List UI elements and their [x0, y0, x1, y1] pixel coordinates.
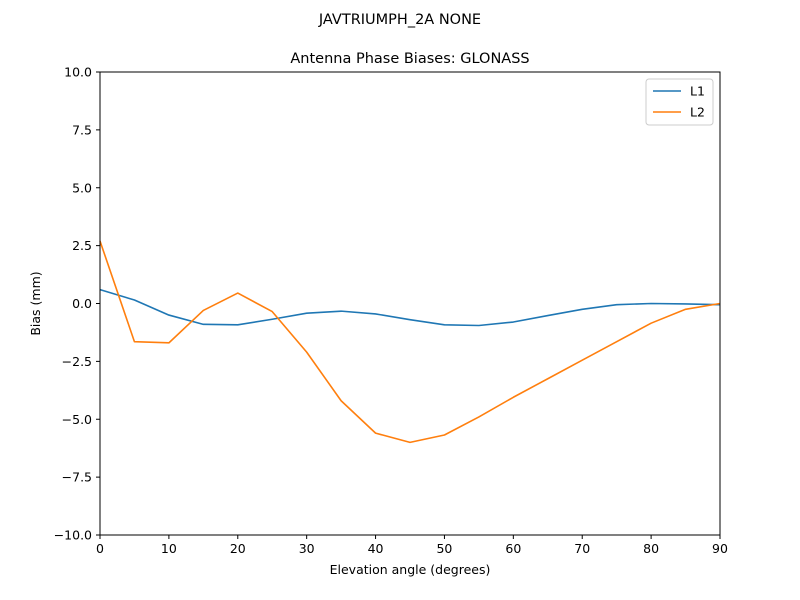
y-axis-label: Bias (mm) [28, 271, 43, 335]
y-tick-label: 7.5 [72, 122, 92, 137]
x-tick-label: 0 [96, 541, 104, 556]
x-tick-label: 20 [230, 541, 246, 556]
y-tick-label: 2.5 [72, 238, 92, 253]
x-tick-label: 50 [436, 541, 452, 556]
x-tick-label: 60 [505, 541, 521, 556]
y-tick-label: 5.0 [72, 180, 92, 195]
x-tick-label: 80 [643, 541, 659, 556]
y-tick-label: −2.5 [62, 354, 92, 369]
y-tick-label: −5.0 [62, 412, 92, 427]
x-axis: 0 10 20 30 40 50 60 70 80 90 [96, 535, 728, 556]
legend-label-l2: L2 [690, 105, 705, 120]
x-tick-label: 30 [299, 541, 315, 556]
figure-suptitle: JAVTRIUMPH_2A NONE [318, 12, 481, 28]
x-tick-label: 90 [712, 541, 728, 556]
x-tick-label: 40 [368, 541, 384, 556]
y-axis: −10.0 −7.5 −5.0 −2.5 0.0 2.5 5.0 7.5 10.0 [54, 65, 100, 543]
y-tick-label: −10.0 [54, 528, 92, 543]
x-axis-label: Elevation angle (degrees) [330, 562, 491, 577]
chart-title: Antenna Phase Biases: GLONASS [290, 51, 529, 67]
y-tick-label: 10.0 [64, 65, 92, 80]
y-tick-label: 0.0 [72, 296, 92, 311]
x-tick-label: 70 [574, 541, 590, 556]
series-layer [99, 240, 721, 444]
legend-label-l1: L1 [690, 84, 705, 99]
x-tick-label: 10 [161, 541, 177, 556]
y-tick-label: −7.5 [62, 470, 92, 485]
